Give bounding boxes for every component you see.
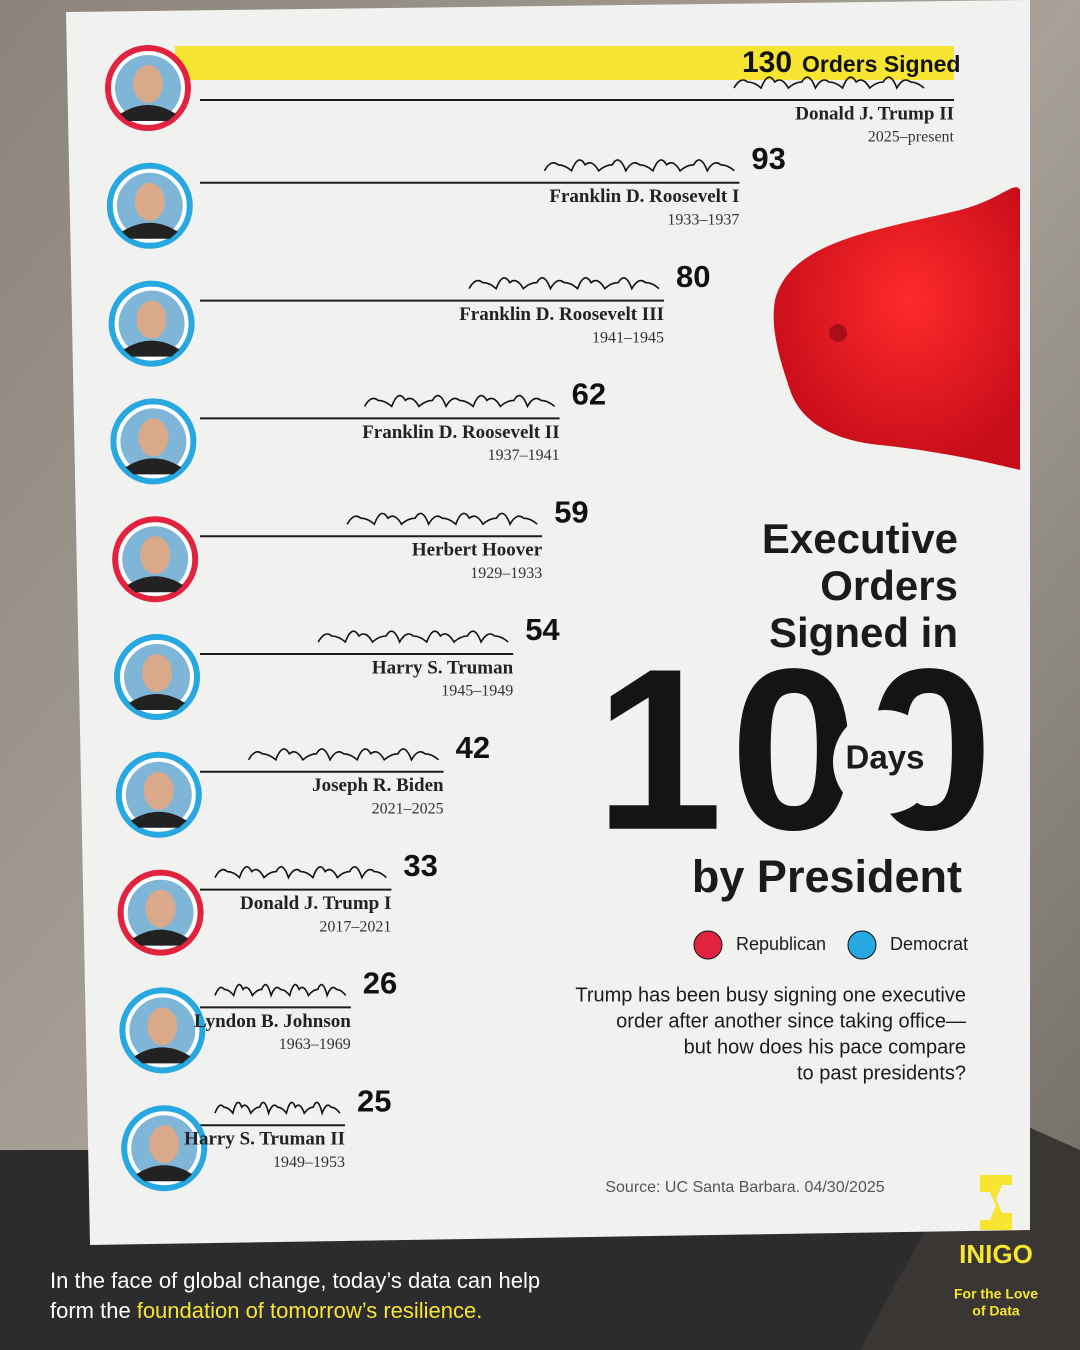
brand-logo — [980, 1175, 1012, 1230]
portrait-face — [142, 654, 172, 692]
footer-text: form the foundation of tomorrow’s resilie… — [50, 1298, 482, 1323]
portrait-suit — [123, 340, 180, 357]
value-label: 26 — [363, 966, 397, 1001]
signature — [317, 630, 509, 644]
subtitle: but how does his pace compare — [684, 1036, 966, 1058]
portrait-face — [138, 418, 169, 457]
president-name: Franklin D. Roosevelt III — [459, 304, 664, 325]
president-name: Harry S. Truman — [372, 657, 514, 678]
signature — [363, 394, 556, 409]
portrait-face — [140, 536, 171, 575]
value-label: 42 — [456, 730, 490, 765]
portrait-face — [149, 1125, 180, 1164]
portrait-suit — [127, 576, 184, 593]
president-name: Donald J. Trump I — [240, 893, 391, 914]
signature — [247, 748, 440, 762]
president-name: Harry S. Truman II — [184, 1129, 345, 1150]
portrait-face — [145, 889, 176, 928]
footer-text-part: form the — [50, 1298, 131, 1323]
portrait-suit — [132, 929, 189, 946]
signature — [346, 512, 538, 527]
subtitle: Trump has been busy signing one executiv… — [575, 984, 966, 1006]
portrait-suit — [129, 694, 185, 710]
term: 1949–1953 — [273, 1154, 345, 1171]
president-name: Herbert Hoover — [412, 540, 543, 561]
signature — [543, 159, 735, 173]
president-name: Franklin D. Roosevelt II — [362, 422, 559, 443]
chart-title: Signed in — [769, 609, 958, 656]
value-label: 59 — [554, 494, 588, 529]
chart-title: Orders — [820, 562, 958, 609]
days-bg — [833, 710, 937, 814]
portrait-suit — [134, 1047, 191, 1064]
signature — [733, 76, 925, 90]
portrait-face — [133, 65, 163, 103]
value-label: 93 — [751, 141, 785, 176]
term: 1945–1949 — [441, 683, 513, 700]
portrait-face — [147, 1007, 178, 1046]
portrait-face — [134, 182, 165, 221]
portrait-face — [136, 300, 167, 339]
term: 1963–1969 — [279, 1036, 351, 1053]
legend-label: Republican — [736, 934, 826, 954]
signature — [214, 983, 347, 998]
portrait-suit — [125, 458, 182, 475]
term: 2017–2021 — [319, 918, 391, 935]
footer-text: In the face of global change, today’s da… — [50, 1268, 540, 1293]
legend-swatch — [693, 930, 723, 960]
portrait-face — [143, 771, 174, 810]
title-days: Days — [846, 739, 925, 776]
term: 2021–2025 — [372, 800, 444, 817]
term: 1929–1933 — [470, 565, 542, 582]
signature — [468, 277, 660, 291]
ink-drop — [829, 324, 847, 342]
chart: 130 Orders Signed Donald J. Trump II 2025–p… — [105, 45, 960, 1192]
president-name: Lyndon B. Johnson — [194, 1011, 351, 1032]
president-name: Franklin D. Roosevelt I — [549, 186, 739, 207]
brand-name: INIGO — [959, 1239, 1033, 1269]
legend-label: Democrat — [890, 934, 968, 954]
title-end: by President — [692, 851, 962, 902]
president-name: Joseph R. Biden — [312, 775, 444, 796]
chart-title: Executive — [762, 515, 958, 562]
portrait-suit — [136, 1165, 193, 1182]
legend-swatch — [847, 930, 877, 960]
portrait-suit — [120, 105, 176, 121]
term: 1941–1945 — [592, 329, 664, 346]
portrait-suit — [130, 811, 187, 828]
source: Source: UC Santa Barbara. 04/30/2025 — [605, 1179, 884, 1196]
footer-highlight: foundation of tomorrow’s resilience. — [137, 1298, 483, 1323]
value-label: 130 — [742, 46, 792, 79]
value-label: 62 — [572, 377, 606, 412]
ink-blob — [773, 187, 1020, 470]
president-name: Donald J. Trump II — [795, 103, 954, 124]
signature — [214, 1101, 341, 1116]
portrait-suit — [121, 222, 178, 239]
value-unit: Orders Signed — [802, 51, 960, 77]
term: 2025–present — [868, 129, 955, 146]
value-label: 80 — [676, 259, 710, 294]
value-label: 33 — [403, 848, 437, 883]
brand-tagline: of Data — [972, 1303, 1020, 1319]
subtitle: to past presidents? — [797, 1062, 966, 1084]
signature — [214, 866, 387, 880]
value-label: 54 — [525, 612, 560, 647]
brand-tagline: For the Love — [954, 1286, 1038, 1302]
term: 1933–1937 — [667, 211, 739, 228]
value-label: 25 — [357, 1083, 391, 1118]
subtitle: order after another since taking office— — [616, 1010, 966, 1032]
highlight-band — [175, 46, 954, 80]
term: 1937–1941 — [488, 447, 560, 464]
